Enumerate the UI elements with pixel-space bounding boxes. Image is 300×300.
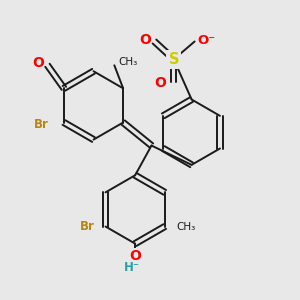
Text: O: O xyxy=(140,33,152,47)
Text: CH₃: CH₃ xyxy=(177,222,196,232)
Text: O: O xyxy=(32,56,44,70)
Text: O⁻: O⁻ xyxy=(197,34,215,46)
Text: Br: Br xyxy=(34,118,49,131)
Text: Br: Br xyxy=(80,220,95,233)
Text: CH₃: CH₃ xyxy=(119,57,138,67)
Text: O: O xyxy=(154,76,166,90)
Text: H⁻: H⁻ xyxy=(124,261,140,274)
Text: S: S xyxy=(169,52,179,67)
Text: O: O xyxy=(129,249,141,263)
